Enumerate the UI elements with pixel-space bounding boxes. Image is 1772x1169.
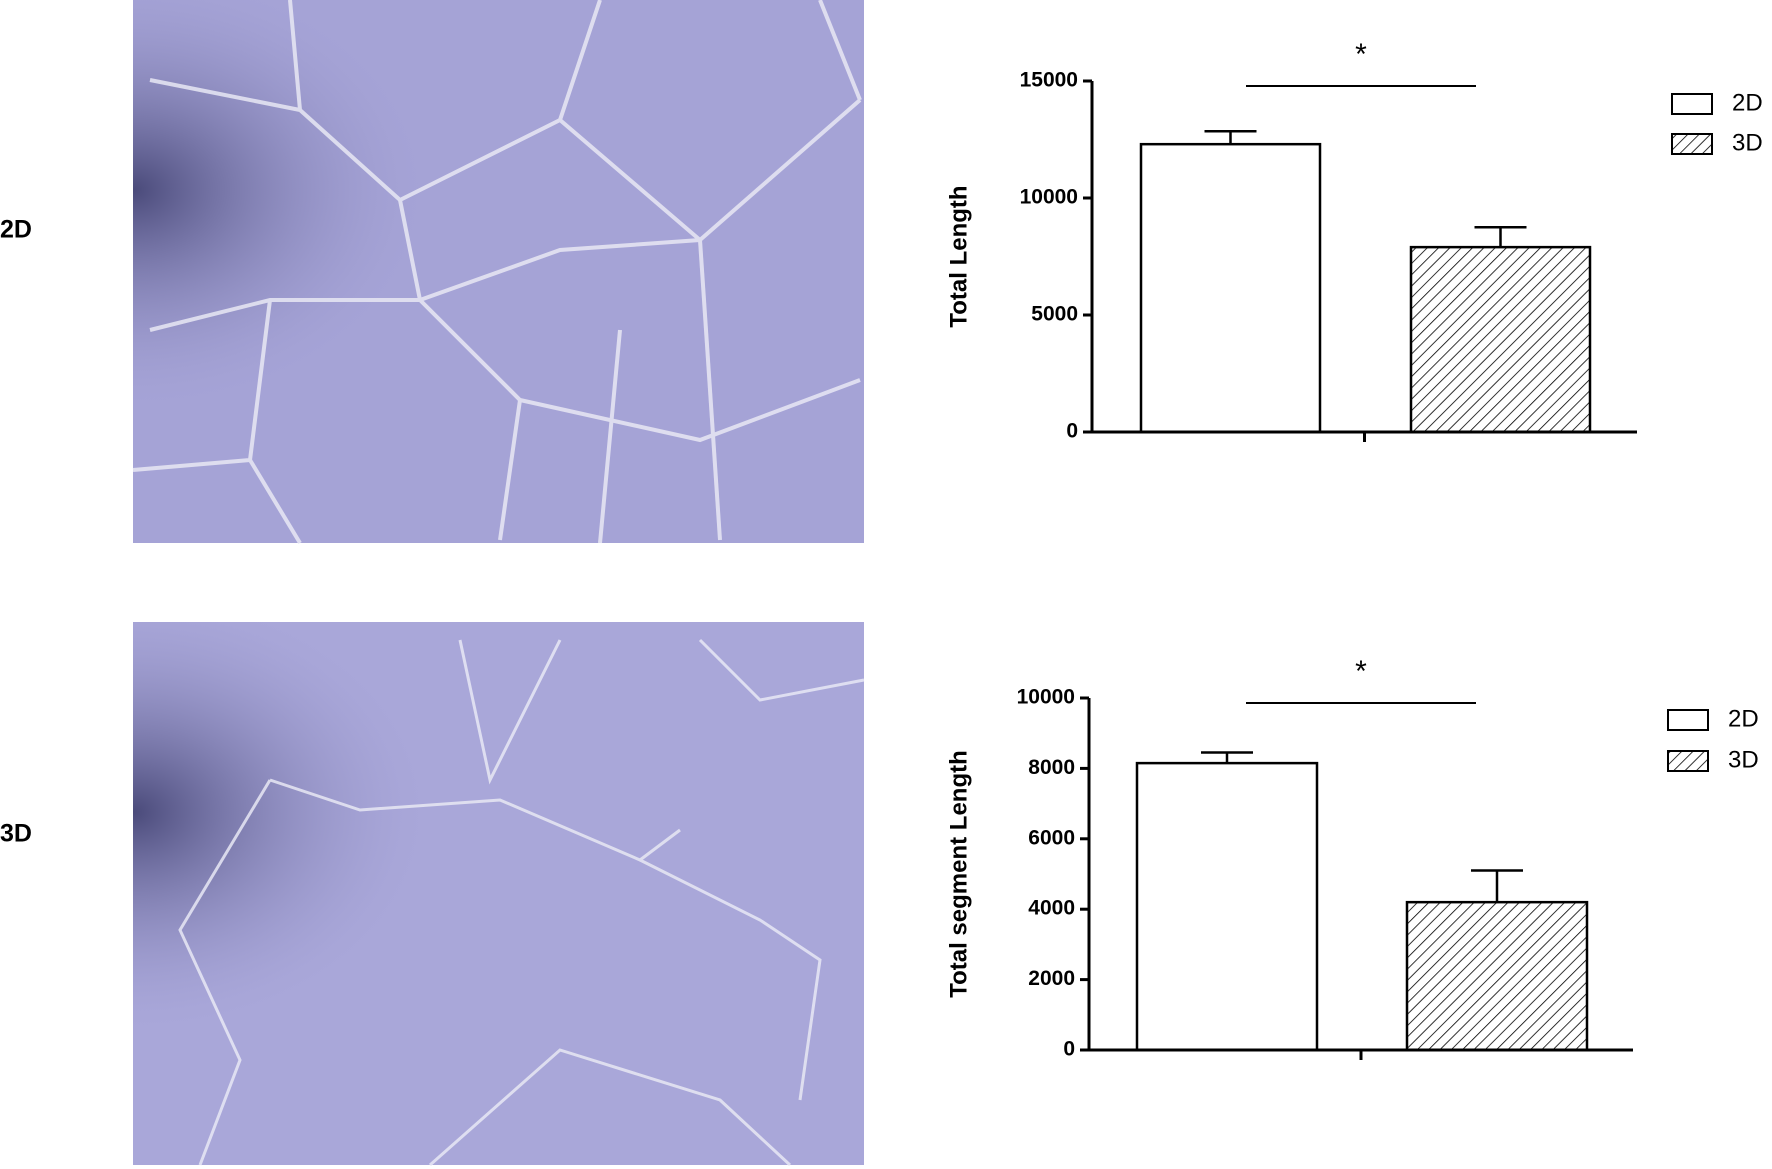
micrograph-2d — [132, 0, 864, 545]
y-tick-label: 10000 — [1020, 186, 1078, 209]
y-tick-label: 0 — [1063, 1038, 1075, 1061]
legend-swatch — [1667, 750, 1709, 772]
legend-label: 2D — [1732, 89, 1763, 116]
legend-swatch — [1671, 133, 1713, 155]
row-label: 3D — [0, 820, 32, 848]
significance-mark: * — [1355, 655, 1367, 688]
bar — [1409, 245, 1592, 434]
legend-label: 3D — [1728, 746, 1759, 773]
bar — [1405, 900, 1589, 1052]
legend-label: 3D — [1732, 129, 1763, 156]
row-label: 2D — [0, 216, 32, 244]
micrograph-3d — [133, 622, 865, 1167]
y-tick-label: 15000 — [1020, 69, 1078, 92]
bar — [1135, 761, 1319, 1052]
y-tick-label: 5000 — [1031, 303, 1078, 326]
legend-label: 2D — [1728, 705, 1759, 732]
y-tick-label: 4000 — [1028, 897, 1075, 920]
y-tick-label: 6000 — [1028, 826, 1075, 849]
y-axis-label: Total Length — [945, 185, 972, 327]
legend-swatch — [1667, 709, 1709, 731]
y-tick-label: 0 — [1066, 420, 1078, 443]
y-tick-label: 2000 — [1028, 967, 1075, 990]
legend-swatch — [1671, 93, 1713, 115]
bar — [1139, 142, 1322, 434]
significance-mark: * — [1355, 38, 1367, 71]
y-axis-label: Total segment Length — [945, 750, 972, 998]
y-tick-label: 8000 — [1028, 756, 1075, 779]
y-tick-label: 10000 — [1017, 686, 1075, 709]
